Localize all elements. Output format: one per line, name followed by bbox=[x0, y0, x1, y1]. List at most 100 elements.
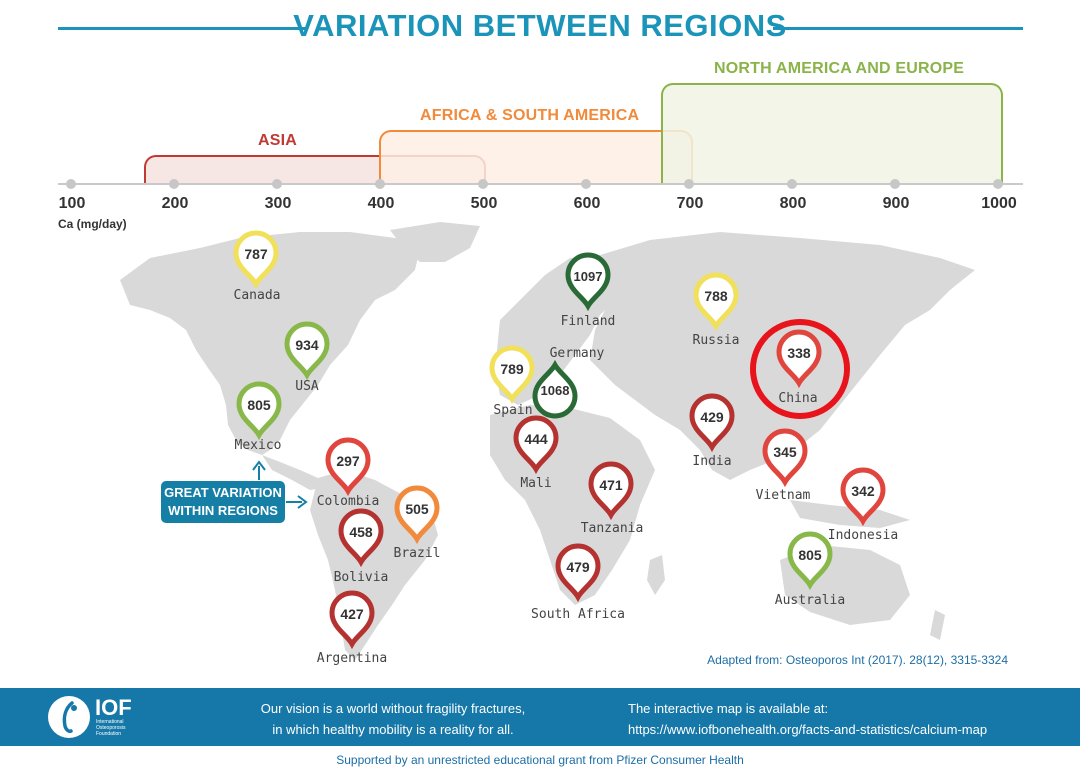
footer-bar: IOF International Osteoporosis Foundatio… bbox=[0, 688, 1080, 746]
country-label-south-africa: South Africa bbox=[531, 607, 625, 622]
axis-tick-label: 500 bbox=[470, 195, 498, 212]
country-label-mexico: Mexico bbox=[234, 438, 282, 453]
axis-tick-dot bbox=[890, 179, 900, 189]
callout-line-2: WITHIN REGIONS bbox=[168, 503, 278, 518]
landmass-new-zealand bbox=[930, 610, 945, 640]
pin-spain: 789 bbox=[492, 348, 532, 399]
country-label-india: India bbox=[692, 454, 732, 469]
support-statement: Supported by an unrestricted educational… bbox=[336, 753, 744, 767]
map-info-line-1: The interactive map is available at: bbox=[628, 701, 829, 716]
title-rule-right bbox=[773, 27, 1023, 30]
pin-value-china: 338 bbox=[787, 345, 811, 361]
country-label-russia: Russia bbox=[692, 333, 740, 348]
axis-tick-dot bbox=[787, 179, 797, 189]
country-label-tanzania: Tanzania bbox=[580, 521, 644, 536]
axis-tick-label: 300 bbox=[264, 195, 292, 212]
pin-value-finland: 1097 bbox=[574, 269, 603, 284]
vision-statement: Our vision is a world without fragility … bbox=[243, 698, 543, 740]
pin-value-india: 429 bbox=[700, 409, 724, 425]
pin-indonesia: 342 bbox=[843, 470, 883, 521]
pin-value-canada: 787 bbox=[244, 246, 268, 262]
vision-line-2: in which healthy mobility is a reality f… bbox=[272, 722, 514, 737]
axis-tick-label: 400 bbox=[367, 195, 395, 212]
country-label-china: China bbox=[778, 391, 818, 406]
landmass-central-america bbox=[262, 455, 322, 490]
pin-mexico: 805 bbox=[239, 384, 279, 435]
pin-south-africa: 479 bbox=[558, 546, 598, 597]
landmass-madagascar bbox=[647, 555, 665, 595]
country-label-canada: Canada bbox=[233, 288, 281, 303]
iof-logo-text: IOF bbox=[95, 695, 132, 720]
region-label-africa-south-america: AFRICA & SOUTH AMERICA bbox=[420, 107, 640, 124]
pin-tanzania: 471 bbox=[591, 464, 631, 515]
country-label-usa: USA bbox=[295, 379, 319, 394]
source-citation: Adapted from: Osteoporos Int (2017). 28(… bbox=[707, 653, 1008, 667]
axis-tick-dot bbox=[478, 179, 488, 189]
country-label-germany: Germany bbox=[549, 346, 605, 361]
pin-value-brazil: 505 bbox=[405, 501, 429, 517]
axis-tick-dot bbox=[684, 179, 694, 189]
pin-value-vietnam: 345 bbox=[773, 444, 797, 460]
region-label-asia: ASIA bbox=[258, 132, 298, 149]
country-label-finland: Finland bbox=[560, 314, 616, 329]
landmass-greenland bbox=[390, 222, 480, 262]
pin-bolivia: 458 bbox=[341, 511, 381, 562]
pin-value-tanzania: 471 bbox=[599, 477, 623, 493]
country-label-brazil: Brazil bbox=[393, 546, 441, 561]
axis-tick-dot bbox=[272, 179, 282, 189]
pin-value-indonesia: 342 bbox=[851, 483, 875, 499]
pin-finland: 1097 bbox=[568, 255, 608, 306]
axis-tick-label: 1000 bbox=[981, 195, 1017, 212]
pin-india: 429 bbox=[692, 396, 732, 447]
pin-value-bolivia: 458 bbox=[349, 524, 373, 540]
landmass-indonesia bbox=[790, 500, 910, 528]
pin-usa: 934 bbox=[287, 324, 327, 375]
axis-tick-label: 700 bbox=[676, 195, 704, 212]
country-label-colombia: Colombia bbox=[316, 494, 380, 509]
axis-tick-dot bbox=[66, 179, 76, 189]
china-highlight-ring bbox=[750, 319, 850, 419]
country-label-bolivia: Bolivia bbox=[333, 570, 389, 585]
axis-tick-label: 800 bbox=[779, 195, 807, 212]
pin-value-argentina: 427 bbox=[340, 606, 364, 622]
axis-unit-label: Ca (mg/day) bbox=[58, 217, 127, 231]
axis-tick-label: 200 bbox=[161, 195, 189, 212]
pin-value-germany: 1068 bbox=[541, 383, 570, 398]
pin-brazil: 505 bbox=[397, 488, 437, 539]
title-rule-left bbox=[58, 27, 306, 30]
iof-logo-subtitle: International Osteoporosis Foundation bbox=[96, 719, 126, 737]
country-label-argentina: Argentina bbox=[316, 651, 388, 666]
pin-china: 338 bbox=[779, 332, 819, 383]
callout-arrowhead-right bbox=[297, 495, 308, 509]
pin-argentina: 427 bbox=[332, 593, 372, 644]
great-variation-callout: GREAT VARIATION WITHIN REGIONS bbox=[161, 481, 285, 523]
pin-value-colombia: 297 bbox=[336, 453, 360, 469]
axis-line bbox=[58, 183, 1023, 185]
axis-tick-dot bbox=[581, 179, 591, 189]
region-box-north-america-europe bbox=[661, 83, 1003, 184]
country-label-indonesia: Indonesia bbox=[827, 528, 899, 543]
pin-australia: 805 bbox=[790, 534, 830, 585]
vision-line-1: Our vision is a world without fragility … bbox=[260, 701, 526, 716]
pin-value-mexico: 805 bbox=[247, 397, 271, 413]
axis-tick-dot bbox=[375, 179, 385, 189]
pin-value-australia: 805 bbox=[798, 547, 822, 563]
country-label-mali: Mali bbox=[520, 476, 552, 491]
pin-canada: 787 bbox=[236, 233, 276, 284]
pin-value-russia: 788 bbox=[704, 288, 728, 304]
callout-line-1: GREAT VARIATION bbox=[164, 485, 282, 500]
country-label-vietnam: Vietnam bbox=[755, 488, 811, 503]
pin-colombia: 297 bbox=[328, 440, 368, 491]
callout-arrowhead-up bbox=[252, 460, 266, 471]
country-label-spain: Spain bbox=[493, 403, 533, 418]
iof-logo-icon bbox=[48, 696, 90, 738]
pin-value-mali: 444 bbox=[524, 431, 548, 447]
landmass-north-america bbox=[120, 232, 420, 455]
pin-russia: 788 bbox=[696, 275, 736, 326]
map-url-link[interactable]: https://www.iofbonehealth.org/facts-and-… bbox=[628, 722, 988, 737]
axis-tick-dot bbox=[993, 179, 1003, 189]
pin-value-usa: 934 bbox=[295, 337, 319, 353]
pin-value-spain: 789 bbox=[500, 361, 524, 377]
